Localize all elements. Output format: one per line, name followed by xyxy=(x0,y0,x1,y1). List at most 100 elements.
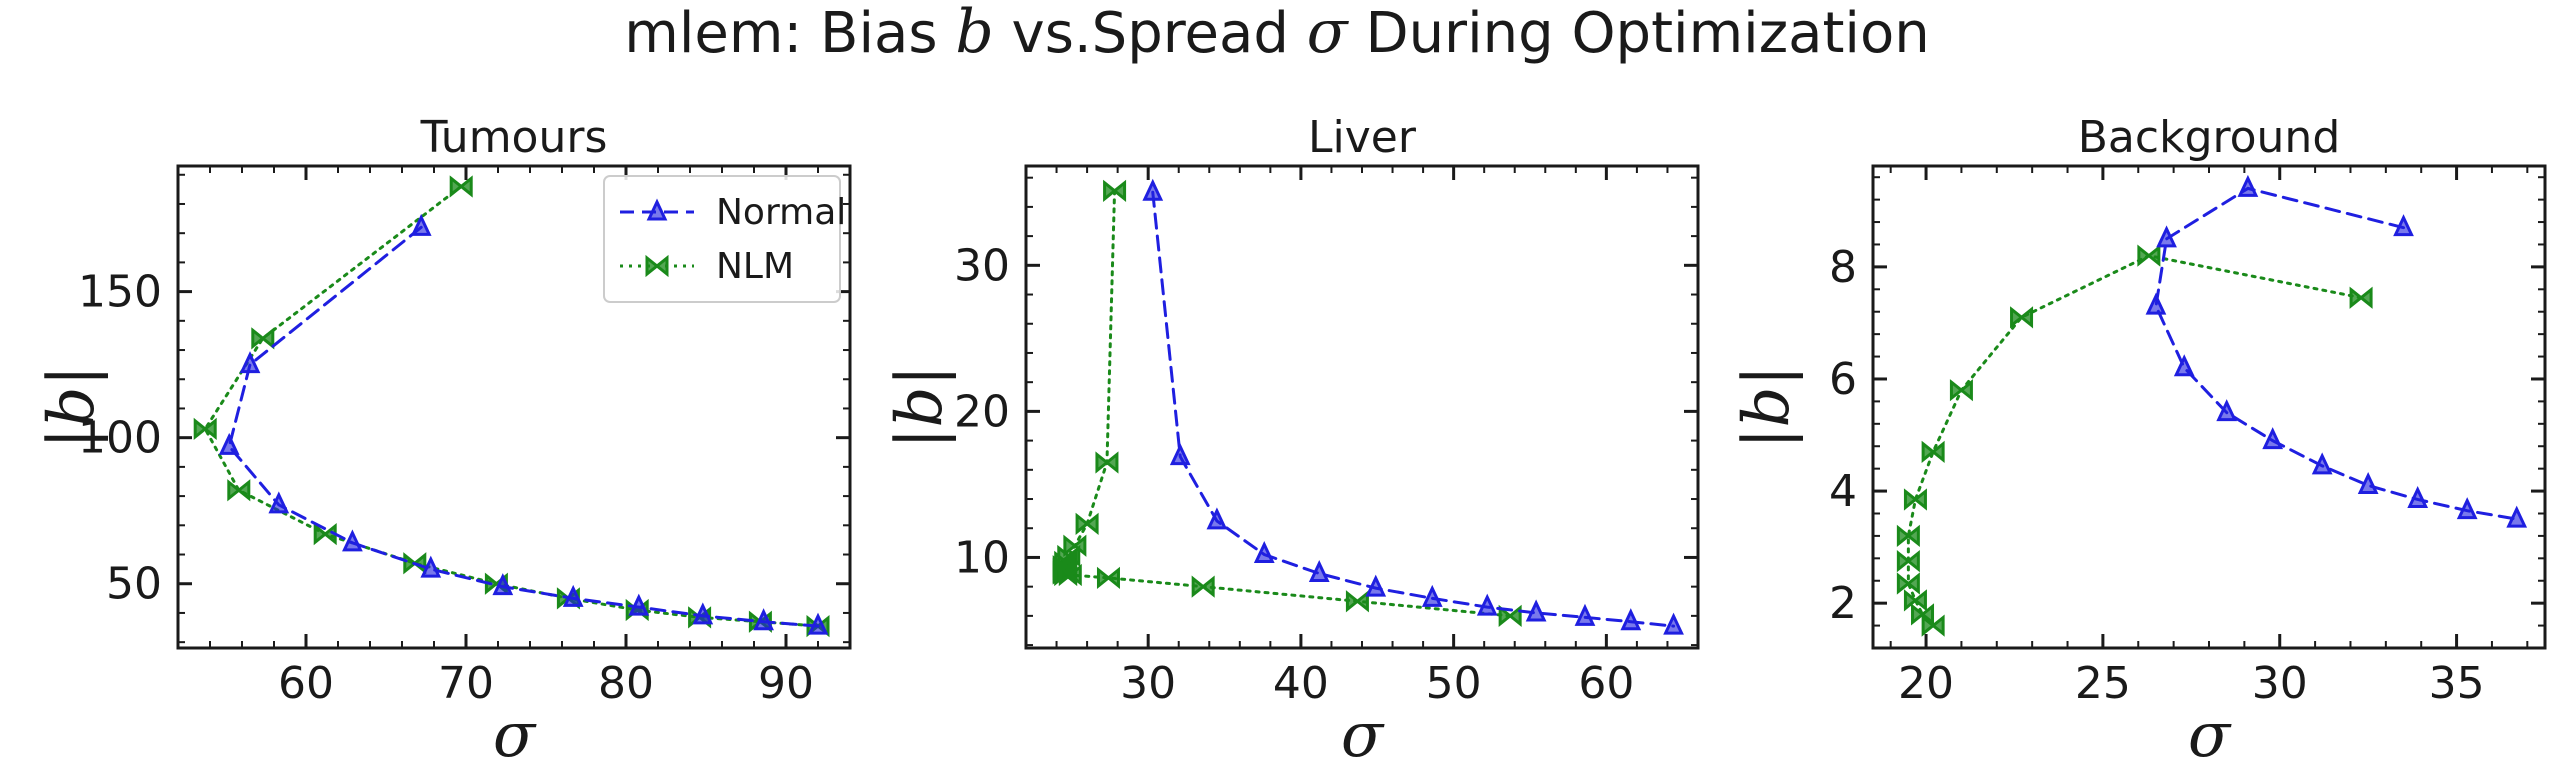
title-suffix: During Optimization xyxy=(1348,1,1930,66)
x-tick-label: 60 xyxy=(1578,658,1634,709)
data-point xyxy=(1345,590,1369,613)
y-axis-label: |b| xyxy=(35,365,109,449)
panel-background: Background 20 25 30 35 2 4 6 8 σ |b| xyxy=(1730,112,2547,771)
data-point xyxy=(1075,512,1099,535)
data-point xyxy=(1058,563,1082,587)
data-point xyxy=(1525,599,1547,622)
series-line xyxy=(1062,189,1512,618)
y-tick-label: 20 xyxy=(954,386,1010,437)
data-point xyxy=(218,432,240,455)
panel-title: Tumours xyxy=(420,112,608,163)
title-sigma: σ xyxy=(1307,0,1350,67)
data-point xyxy=(1911,603,1935,626)
series-line xyxy=(1906,254,2363,628)
data-point xyxy=(449,175,473,198)
y-tick-label: 6 xyxy=(1829,354,1857,405)
axes-frame xyxy=(176,164,852,650)
series-line xyxy=(1151,190,1676,628)
axes-frame xyxy=(1024,164,1700,650)
data-point xyxy=(1921,614,1945,637)
data-point xyxy=(562,584,584,607)
data-point xyxy=(1421,584,1443,607)
panel-liver: Liver 30 40 50 60 10 20 30 σ |b| xyxy=(883,112,1700,771)
x-tick-label: 60 xyxy=(278,658,334,709)
data-point xyxy=(807,612,829,635)
series-normal xyxy=(1142,178,1684,635)
data-point xyxy=(342,529,363,552)
x-tick-label: 20 xyxy=(1898,658,1954,709)
data-point xyxy=(1903,488,1927,511)
title-b: b xyxy=(955,0,993,67)
data-point xyxy=(1191,575,1215,598)
legend-marker xyxy=(646,198,668,221)
figure-title: mlem: Bias b vs.Spread σ During Optimiza… xyxy=(624,0,1929,67)
data-point xyxy=(2173,354,2195,377)
data-point xyxy=(1921,440,1945,463)
y-axis-label: |b| xyxy=(1730,365,1804,449)
data-point xyxy=(1206,507,1228,530)
data-point xyxy=(1095,451,1119,474)
data-point xyxy=(1574,603,1596,626)
data-point xyxy=(1103,179,1127,202)
title-middle: vs.Spread xyxy=(994,1,1307,66)
data-point xyxy=(2145,292,2167,315)
data-point xyxy=(1903,589,1927,612)
data-point xyxy=(193,417,217,441)
y-tick-label: 10 xyxy=(954,532,1010,583)
data-point xyxy=(2156,225,2177,248)
series-line xyxy=(227,225,820,628)
ticks xyxy=(1025,166,1699,648)
y-tick-label: 30 xyxy=(954,240,1010,291)
x-axis-label: σ xyxy=(1341,698,1385,771)
data-point xyxy=(753,608,774,631)
y-tick-label: 8 xyxy=(1829,242,1857,293)
data-point xyxy=(239,351,261,374)
ticks xyxy=(1873,166,2545,649)
series-normal xyxy=(218,213,829,635)
data-point xyxy=(410,213,432,236)
data-point xyxy=(1498,604,1522,627)
series-nlm xyxy=(1896,244,2373,637)
data-point xyxy=(2456,497,2478,520)
data-point xyxy=(1365,574,1387,597)
x-tick-label: 70 xyxy=(438,658,494,709)
series-line xyxy=(2154,186,2519,521)
x-tick-label: 90 xyxy=(758,658,814,709)
data-point xyxy=(2010,306,2034,329)
x-tick-label: 30 xyxy=(2252,658,2308,709)
data-point xyxy=(2357,471,2379,494)
y-tick-label: 100 xyxy=(78,413,162,464)
data-point xyxy=(313,522,337,546)
x-tick-label: 40 xyxy=(1273,658,1329,709)
y-tick-label: 50 xyxy=(106,559,162,610)
x-tick-label: 80 xyxy=(598,658,654,709)
series-nlm xyxy=(1052,179,1522,627)
panel-title: Liver xyxy=(1308,112,1417,163)
x-tick-label: 35 xyxy=(2429,658,2485,709)
data-point xyxy=(1896,550,1920,573)
data-point xyxy=(1663,612,1684,635)
data-point xyxy=(268,491,290,514)
panel-title: Background xyxy=(2078,112,2341,163)
axes-frame xyxy=(1871,164,2547,650)
data-point xyxy=(2262,427,2284,450)
data-point xyxy=(251,327,275,350)
panel-tumours: Tumours 60 70 80 90 50 100 150 σ |b| Normal NLM xyxy=(35,112,852,771)
data-point xyxy=(1142,178,1164,201)
data-point xyxy=(420,555,442,578)
data-point xyxy=(1096,566,1120,590)
data-point xyxy=(2349,286,2373,309)
x-tick-label: 25 xyxy=(2075,658,2131,709)
x-tick-label: 50 xyxy=(1426,658,1482,709)
data-point xyxy=(1476,593,1498,616)
data-point xyxy=(2137,244,2161,267)
y-tick-label: 4 xyxy=(1829,466,1857,517)
data-point xyxy=(2506,505,2528,528)
data-point xyxy=(2237,174,2259,197)
data-point xyxy=(2393,214,2414,237)
data-point xyxy=(1949,379,1973,402)
data-point xyxy=(2216,399,2238,422)
data-point xyxy=(1169,443,1191,466)
y-tick-label: 150 xyxy=(78,267,162,318)
legend: Normal NLM xyxy=(603,175,846,303)
